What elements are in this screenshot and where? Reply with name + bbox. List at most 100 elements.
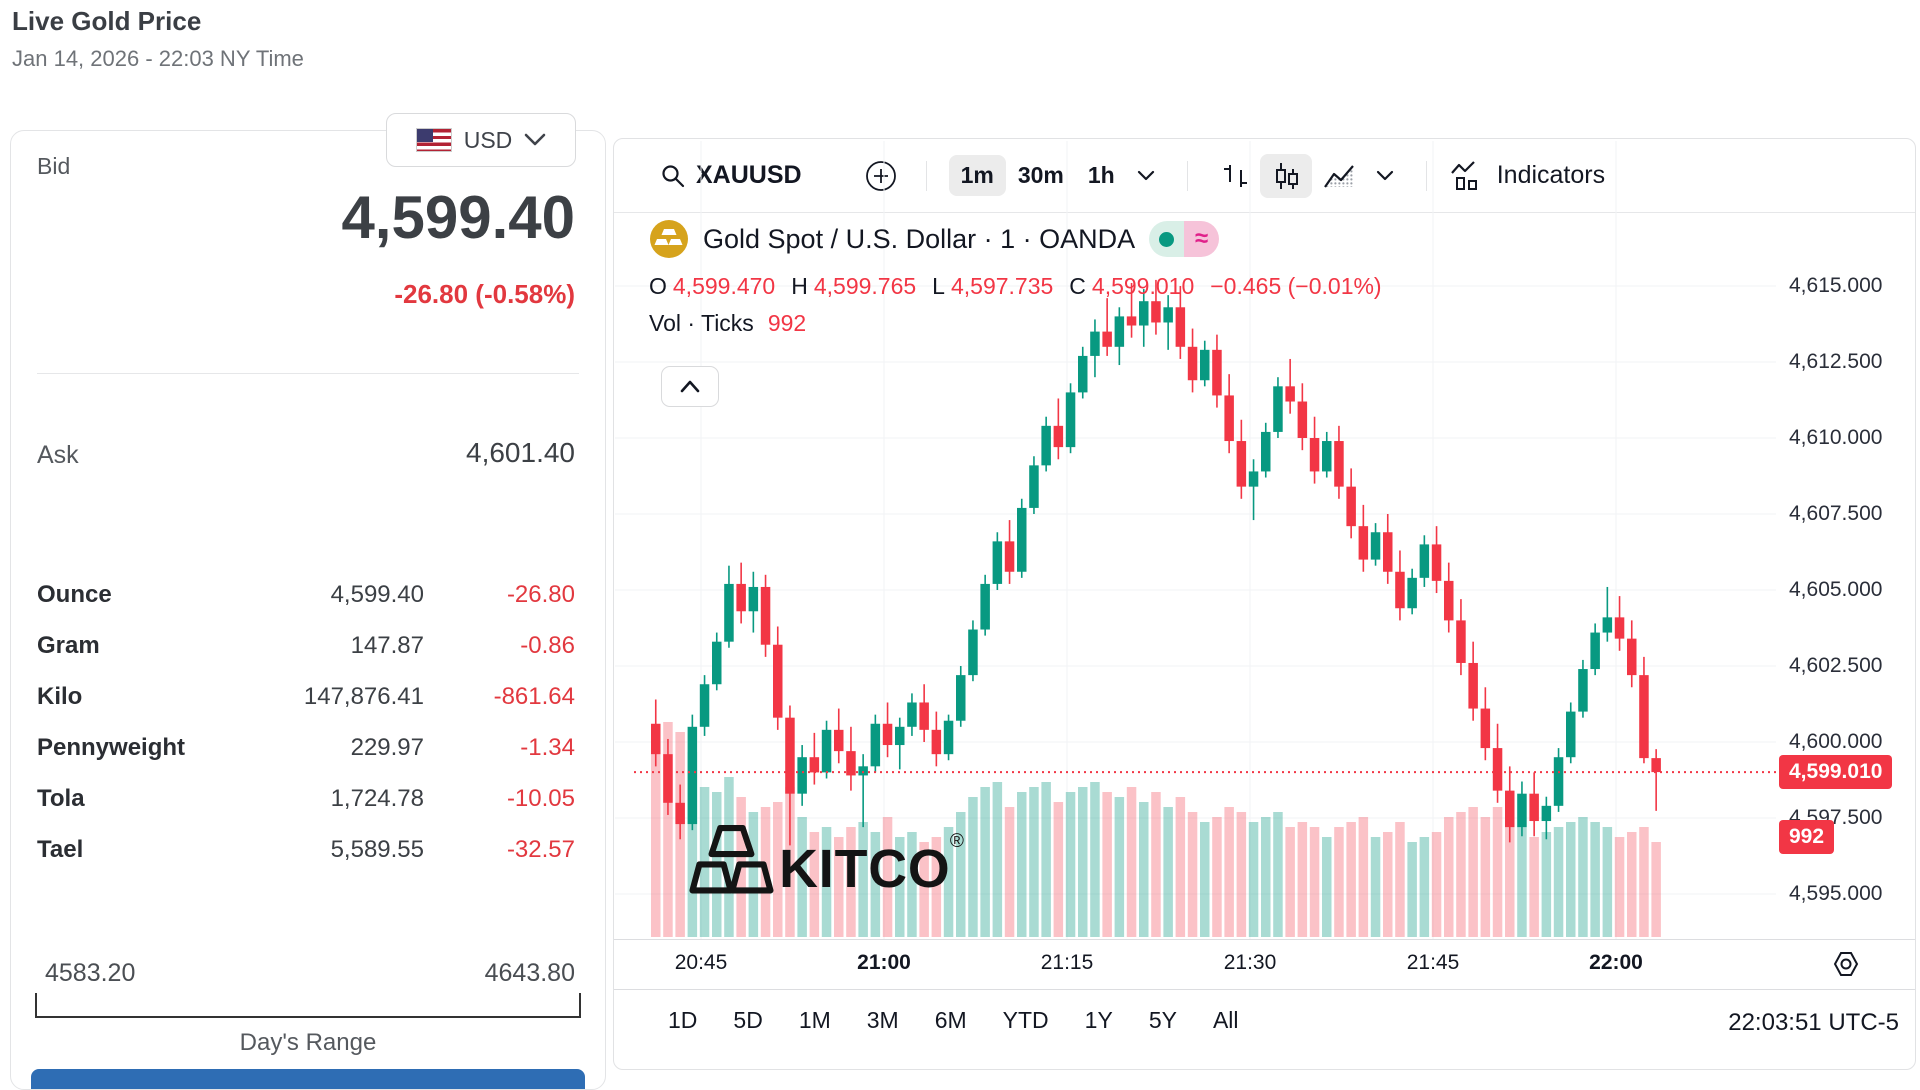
unit-price: 147.87 (350, 631, 424, 659)
unit-name: Ounce (37, 580, 112, 608)
market-status-toggle[interactable]: ≈ (1149, 221, 1220, 257)
unit-change: -32.57 (506, 835, 575, 863)
unit-price: 229.97 (350, 733, 424, 761)
unit-row: Tael 5,589.55 -32.57 (37, 824, 575, 875)
approx-icon: ≈ (1184, 221, 1220, 257)
bottom-bar-divider (614, 989, 1915, 990)
chart-toolbar: XAUUSD 1m 30m 1h (614, 139, 1915, 213)
close-value: 4,599.010 (1091, 273, 1195, 299)
collapse-legend-button[interactable] (661, 366, 719, 407)
indicators-button[interactable]: Indicators (1449, 160, 1606, 191)
unit-change: -10.05 (506, 784, 575, 812)
unit-row: Pennyweight 229.97 -1.34 (37, 722, 575, 773)
tradingview-chart-panel: XAUUSD 1m 30m 1h (613, 138, 1916, 1070)
bid-change: -26.80 (-0.58%) (394, 279, 575, 309)
range-button-6m[interactable]: 6M (934, 1007, 967, 1033)
page-datetime: Jan 14, 2026 - 22:03 NY Time (12, 46, 304, 71)
price-axis-label: 4,610.000 (1789, 426, 1883, 449)
interval-menu-button[interactable] (1127, 164, 1165, 188)
chevron-down-icon (1376, 170, 1393, 180)
time-axis-label: 22:00 (1589, 951, 1643, 974)
candlestick-chart[interactable] (614, 139, 1776, 939)
unit-price: 147,876.41 (303, 682, 424, 710)
toolbar-divider (925, 160, 927, 191)
interval-button-1h[interactable]: 1h (1087, 162, 1115, 188)
last-price-badge: 4,599.010 (1779, 755, 1893, 790)
svg-text:®: ® (950, 831, 964, 852)
ohlc-bars-icon (1223, 164, 1247, 187)
price-axis-label: 4,602.500 (1789, 654, 1883, 677)
unit-row: Tola 1,724.78 -10.05 (37, 773, 575, 824)
time-axis-label: 21:30 (1223, 951, 1277, 974)
toolbar-divider (1186, 160, 1188, 191)
symbol-title[interactable]: Gold Spot / U.S. Dollar · 1 · OANDA (703, 223, 1136, 254)
unit-row: Ounce 4,599.40 -26.80 (37, 569, 575, 620)
range-button-ytd[interactable]: YTD (1002, 1007, 1049, 1033)
price-axis-label: 4,612.500 (1789, 350, 1883, 373)
unit-change: -1.34 (520, 733, 575, 761)
unit-name: Tola (37, 784, 85, 812)
unit-change: -861.64 (493, 682, 575, 710)
gold-price-card: Bid 4,599.40 -26.80 (-0.58%) Ask 4,601.4… (10, 130, 606, 1090)
time-axis-label: 20:45 (674, 951, 728, 974)
time-axis-label: 21:45 (1406, 951, 1460, 974)
style-menu-button[interactable] (1366, 164, 1404, 188)
unit-row: Kilo 147,876.41 -861.64 (37, 671, 575, 722)
realtime-dot-icon (1149, 221, 1185, 257)
area-style-button[interactable] (1312, 156, 1366, 196)
unit-name: Gram (37, 631, 100, 659)
range-button-1y[interactable]: 1Y (1084, 1007, 1113, 1033)
chart-settings-button[interactable] (1826, 947, 1866, 981)
days-range-low: 4583.20 (45, 959, 136, 987)
indicators-label: Indicators (1496, 161, 1606, 189)
unit-price-table: Ounce 4,599.40 -26.80 Gram 147.87 -0.86 Kilo 14… (37, 569, 575, 875)
range-button-5y[interactable]: 5Y (1148, 1007, 1177, 1033)
unit-price: 5,589.55 (330, 835, 424, 863)
kitco-watermark-logo: KITCO ® (689, 825, 964, 899)
volume-badge: 992 (1779, 820, 1835, 854)
range-button-all[interactable]: All (1212, 1007, 1239, 1033)
symbol-label: XAUUSD (696, 161, 802, 189)
bars-style-button[interactable] (1210, 156, 1260, 196)
date-range-buttons: 1D 5D 1M 3M 6M YTD 1Y 5Y All (664, 1001, 1243, 1040)
currency-dropdown[interactable]: USD (386, 113, 576, 167)
symbol-search-button[interactable]: XAUUSD (660, 161, 802, 190)
range-button-5d[interactable]: 5D (733, 1007, 763, 1033)
price-axis-label: 4,600.000 (1789, 730, 1883, 753)
bid-price: 4,599.40 (341, 184, 575, 251)
indicators-icon (1450, 160, 1477, 190)
chevron-down-icon (524, 133, 546, 146)
interval-button-30m[interactable]: 30m (1017, 162, 1064, 188)
compare-add-button[interactable] (864, 159, 898, 193)
unit-price: 4,599.40 (330, 580, 424, 608)
ohlc-readout: O 4,599.470 H 4,599.765 L 4,597.735 C 4,599.… (649, 273, 1382, 299)
gold-coin-icon (650, 220, 688, 258)
range-button-1m[interactable]: 1M (798, 1007, 831, 1033)
candles-style-button[interactable] (1259, 153, 1312, 198)
open-value: 4,599.470 (672, 273, 776, 299)
volume-readout: Vol · Ticks 992 (649, 310, 807, 336)
time-axis-label: 21:00 (857, 951, 911, 974)
range-button-1d[interactable]: 1D (668, 1007, 698, 1033)
area-chart-icon (1323, 164, 1354, 188)
page-title: Live Gold Price (12, 6, 202, 36)
days-range-bar (35, 993, 581, 1018)
chart-clock: 22:03:51 UTC-5 (1728, 1009, 1899, 1036)
high-value: 4,599.765 (813, 273, 917, 299)
divider (37, 373, 579, 374)
gear-icon (1833, 952, 1859, 976)
range-button-3m[interactable]: 3M (866, 1007, 899, 1033)
unit-change: -26.80 (506, 580, 575, 608)
unit-row: Gram 147.87 -0.86 (37, 620, 575, 671)
unit-name: Kilo (37, 682, 83, 710)
days-range-label: Day's Range (239, 1029, 377, 1056)
buy-gold-banner[interactable] (31, 1069, 585, 1089)
price-axis-label: 4,615.000 (1789, 274, 1883, 297)
ask-price: 4,601.40 (466, 437, 575, 468)
chevron-down-icon (1137, 170, 1154, 180)
unit-name: Tael (37, 835, 84, 863)
search-icon (662, 164, 685, 187)
interval-button-1m[interactable]: 1m (948, 155, 1006, 196)
unit-price: 1,724.78 (330, 784, 424, 812)
